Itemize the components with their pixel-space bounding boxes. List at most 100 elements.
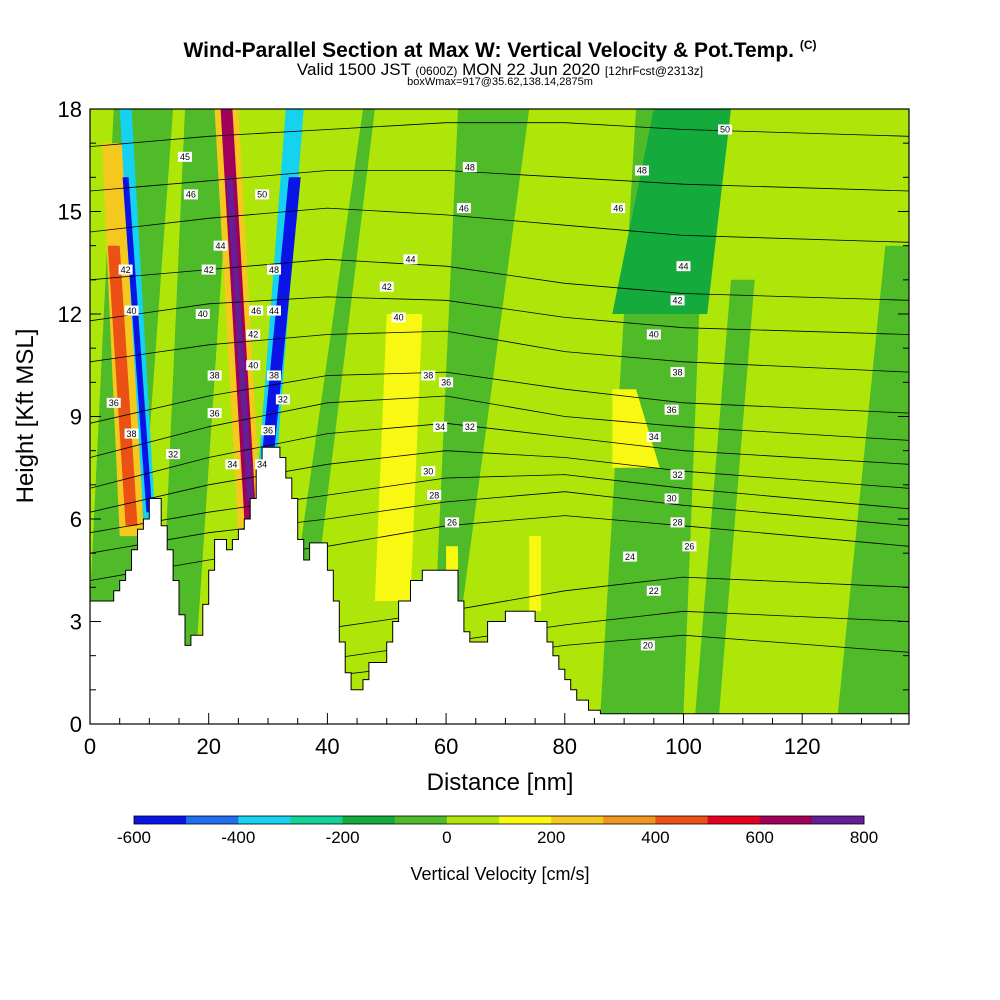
isentrope-40 (90, 330, 909, 373)
isentrope-28 (90, 491, 909, 554)
colorbar-swatch-5 (394, 816, 448, 824)
contour-label-bg-8 (379, 281, 394, 292)
terrain (90, 446, 909, 724)
y-tick-label: 3 (70, 610, 82, 635)
velocity-band-19 (529, 536, 541, 612)
velocity-band-5 (695, 279, 755, 714)
y-tick-label: 18 (58, 97, 82, 122)
x-axis: 0 20 40 60 80 100 120 (84, 713, 892, 759)
colorbar-frame (133, 815, 865, 825)
contour-label-bg-2 (634, 165, 649, 176)
contour-label-45: 42 (248, 330, 258, 340)
contour-label-40: 42 (121, 265, 131, 275)
colorbar-swatch-0 (134, 816, 187, 824)
contour-label-19: 24 (625, 552, 635, 562)
contour-label-bg-5 (611, 203, 626, 214)
contour-label-44: 44 (269, 306, 279, 316)
chart-subtitle: Valid 1500 JST (0600Z) MON 22 Jun 2020 [… (296, 60, 704, 79)
contour-label-bg-27 (439, 377, 454, 388)
contour-label-bg-41 (255, 189, 270, 200)
contour-label-bg-31 (201, 264, 216, 275)
isentrope-36 (90, 395, 909, 458)
contour-label-7: 44 (678, 261, 688, 271)
contour-label-bg-22 (421, 466, 436, 477)
contour-label-47: 38 (269, 371, 279, 381)
contour-label-bg-26 (433, 421, 448, 432)
contour-label-24: 26 (447, 518, 457, 528)
copyright-mark: (C) (799, 38, 817, 52)
y-axis-label: Height [Kft MSL] (12, 329, 39, 504)
contour-label-bg-50 (275, 394, 290, 405)
y-tick-label: 6 (70, 507, 82, 532)
colorbar-swatch-9 (603, 816, 656, 824)
contour-label-bg-15 (670, 469, 685, 480)
y-tick-label: 0 (70, 712, 82, 737)
colorbar-swatch-4 (342, 816, 396, 824)
isentrope-48 (90, 170, 909, 192)
colorbar-tick-label: 600 (746, 828, 774, 847)
contour-label-bg-39 (124, 305, 139, 316)
contour-label-bg-16 (664, 493, 679, 504)
colorbar-tick-label: 400 (641, 828, 669, 847)
contour-label-bg-14 (646, 432, 661, 442)
contour-label-41: 50 (257, 190, 267, 200)
y-tick-label: 9 (70, 405, 82, 430)
contour-label-0: 50 (720, 125, 730, 135)
y-tick-label: 12 (58, 302, 82, 327)
contour-label-1: 48 (465, 162, 475, 172)
contour-label-3: 46 (186, 190, 196, 200)
contour-label-18: 26 (684, 542, 694, 552)
contour-label-bg-40 (118, 264, 133, 275)
contour-label-8: 42 (382, 282, 392, 292)
contour-label-bg-12 (670, 367, 685, 378)
colorbar-swatch-8 (551, 816, 604, 824)
contour-label-29: 45 (180, 152, 190, 162)
contour-label-bg-25 (462, 421, 477, 432)
isentrope-50 (90, 122, 909, 147)
contour-label-bg-18 (682, 541, 697, 552)
contour-label-bg-46 (246, 360, 261, 371)
contour-label-49: 34 (257, 460, 267, 470)
contour-label-bg-33 (207, 370, 222, 381)
colorbar-tick-label: -200 (326, 828, 360, 847)
contour-label-15: 32 (673, 470, 683, 480)
contour-label-25: 32 (465, 422, 475, 432)
contour-label-39: 40 (127, 306, 137, 316)
contour-label-9: 42 (673, 296, 683, 306)
box-info: boxWmax=917@35.62,138.14,2875m (407, 76, 593, 88)
contour-label-bg-9 (670, 295, 685, 306)
velocity-band-16 (259, 177, 301, 485)
colorbar-tick-label: 800 (850, 828, 878, 847)
contour-label-bg-3 (183, 189, 198, 200)
contour-labels: 50 48 48 46 46 46 44 44 42 42 40 40 38 36 34 32 30 28 26 24… (106, 124, 733, 651)
x-tick-label: 120 (784, 734, 821, 759)
y-tick-label: 15 (58, 200, 82, 225)
velocity-band-7 (612, 109, 731, 314)
contour-label-17: 28 (673, 518, 683, 528)
contour-label-10: 40 (394, 313, 404, 323)
contour-label-23: 28 (429, 490, 439, 500)
contour-label-bg-0 (718, 124, 733, 135)
contour-label-42: 48 (269, 265, 279, 275)
chart-title: Wind-Parallel Section at Max W: Vertical… (183, 38, 817, 62)
velocity-band-20 (612, 389, 660, 468)
colorbar-swatch-12 (759, 816, 813, 824)
contour-label-bg-32 (195, 309, 210, 319)
isentrope-42 (90, 296, 909, 335)
contour-label-21: 20 (643, 641, 653, 651)
colorbar-swatch-10 (655, 816, 708, 824)
colorbar-swatch-6 (446, 816, 500, 824)
contour-label-35: 34 (227, 460, 237, 470)
contour-label-bg-1 (462, 162, 477, 173)
contour-label-6: 44 (405, 255, 415, 265)
contour-label-50: 32 (278, 395, 288, 405)
y-axis: 0 3 6 9 12 15 18 (58, 97, 909, 737)
isentrope-38 (90, 371, 909, 424)
contour-label-4: 46 (459, 203, 469, 213)
contour-label-26: 34 (435, 422, 445, 432)
contour-label-22: 30 (423, 466, 433, 476)
contour-label-5: 46 (613, 203, 623, 213)
colorbar-swatch-3 (290, 816, 343, 824)
contour-label-bg-28 (421, 370, 436, 381)
